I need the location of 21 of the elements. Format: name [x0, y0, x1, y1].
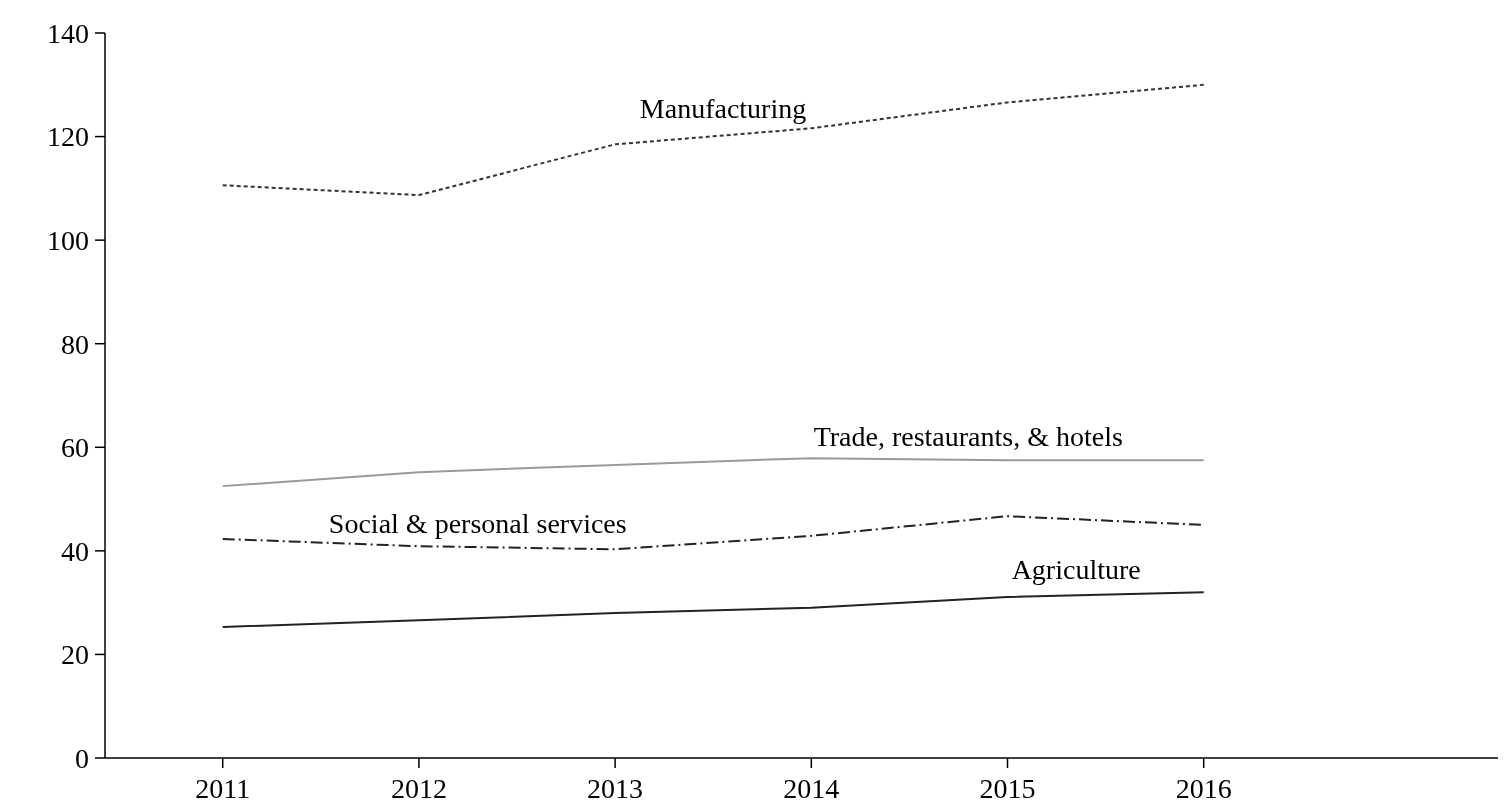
y-tick-label: 40 — [61, 535, 89, 567]
x-tick-label: 2015 — [979, 773, 1036, 804]
x-tick-label: 2013 — [587, 773, 644, 804]
series-label: Social & personal services — [328, 508, 627, 540]
series-label: Agriculture — [1011, 554, 1141, 586]
x-tick-label: 2012 — [390, 773, 447, 804]
x-tick-label: 2016 — [1175, 773, 1232, 804]
y-tick-label: 140 — [47, 17, 89, 49]
line-series — [221, 457, 1205, 488]
x-tick-label: 2014 — [783, 773, 840, 804]
line-series — [221, 591, 1205, 628]
y-tick-label: 20 — [61, 639, 89, 671]
y-tick-label: 80 — [61, 328, 89, 360]
y-tick-label: 120 — [47, 121, 89, 153]
y-tick-label: 0 — [75, 742, 89, 774]
y-tick-label: 100 — [47, 224, 89, 256]
series-label: Manufacturing — [639, 92, 807, 124]
x-tick-label: 2011 — [195, 773, 251, 804]
series-label: Trade, restaurants, & hotels — [813, 420, 1123, 452]
line-series — [221, 83, 1205, 197]
y-tick-label: 60 — [61, 432, 89, 464]
